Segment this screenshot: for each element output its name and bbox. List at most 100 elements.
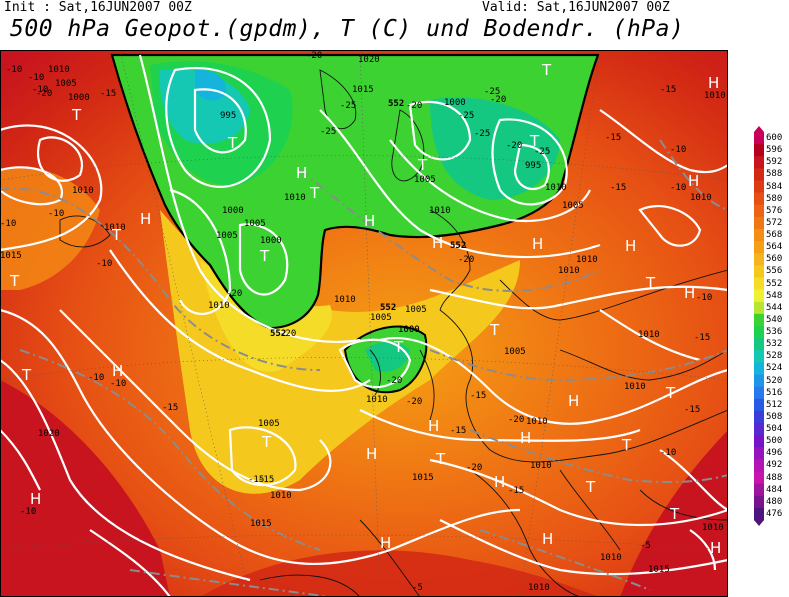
geopot-label: 552 xyxy=(388,99,404,109)
pressure-label: 1005 xyxy=(258,419,280,429)
pressure-label: 1000 xyxy=(444,98,466,108)
temp-label: -10 xyxy=(88,373,104,383)
colorbar-level-label: 484 xyxy=(766,484,783,495)
temp-label: -15 xyxy=(684,405,700,415)
teal-low-mid xyxy=(365,341,410,372)
pressure-label: 1000 xyxy=(398,325,420,335)
colorbar-level-label: 592 xyxy=(766,157,783,168)
high-pressure-marker: H xyxy=(710,539,721,557)
pressure-label: 1010 xyxy=(104,223,126,233)
pressure-label: 1000 xyxy=(260,236,282,246)
pressure-label: 1005 xyxy=(405,305,427,315)
colorbar-swatch xyxy=(754,301,764,315)
low-pressure-marker: T xyxy=(669,505,680,523)
pressure-label: 1020 xyxy=(38,429,60,439)
isotherms xyxy=(0,139,728,597)
colorbar-level-label: 532 xyxy=(766,339,783,350)
pressure-label: 1000 xyxy=(222,206,244,216)
colorbar-level-label: 496 xyxy=(766,448,783,459)
temp-label: -25 xyxy=(340,101,356,111)
colorbar-swatch xyxy=(754,253,764,266)
pressure-label: 1015 xyxy=(648,565,670,575)
high-pressure-marker: H xyxy=(30,490,41,508)
colorbar-level-label: 548 xyxy=(766,290,783,301)
temp-label: -20 xyxy=(280,329,296,339)
colorbar-level-label: 572 xyxy=(766,217,783,228)
temp-label: -20 xyxy=(490,95,506,105)
temp-label: -25 xyxy=(458,111,474,121)
low-pressure-marker: T xyxy=(21,366,32,384)
low-pressure-marker: T xyxy=(621,436,632,454)
temp-label: -5 xyxy=(640,541,651,551)
high-pressure-marker: H xyxy=(684,284,695,302)
temp-label: -20 xyxy=(458,255,474,265)
pressure-label: 1010 xyxy=(526,417,548,427)
pressure-label: 1005 xyxy=(562,201,584,211)
temp-label: -10 xyxy=(6,65,22,75)
low-pressure-marker: T xyxy=(645,274,656,292)
pressure-label: 1020 xyxy=(358,55,380,65)
colorbar-level-label: 556 xyxy=(766,266,783,277)
colorbar-swatch xyxy=(754,435,764,448)
colorbar-swatch xyxy=(754,374,764,388)
dark-red-s xyxy=(200,550,600,597)
temp-label: -20 xyxy=(36,89,52,99)
high-pressure-marker: H xyxy=(625,237,636,255)
colorbar-swatch xyxy=(754,216,764,230)
pressure-label: 1005 xyxy=(370,313,392,323)
low-pressure-marker: T xyxy=(665,384,676,402)
temp-label: -15 xyxy=(605,133,621,143)
colorbar-level-label: 544 xyxy=(766,302,783,313)
colorbar-level-label: 580 xyxy=(766,193,783,204)
high-pressure-marker: H xyxy=(532,235,543,253)
colorbar-level-label: 480 xyxy=(766,496,783,507)
high-pressure-marker: H xyxy=(708,74,719,92)
pressure-label: 1015 xyxy=(352,85,374,95)
colorbar-swatch xyxy=(754,350,764,363)
geopot-label: 552 xyxy=(450,241,466,251)
colorbar-swatch xyxy=(754,338,764,351)
low-pressure-marker: T xyxy=(489,321,500,339)
high-pressure-marker: H xyxy=(364,212,375,230)
colorbar-swatch xyxy=(754,507,764,521)
colorbar-level-label: 524 xyxy=(766,363,783,374)
temp-label: -10 xyxy=(670,145,686,155)
colorbar-swatch xyxy=(754,447,764,460)
temp-label: -10 xyxy=(96,259,112,269)
pressure-label: 1005 xyxy=(414,175,436,185)
colorbar-level-label: 564 xyxy=(766,242,783,253)
colorbar-swatch xyxy=(754,204,764,218)
low-pressure-marker: T xyxy=(393,338,404,356)
temp-label: -10 xyxy=(0,219,16,229)
colorbar-level-label: 476 xyxy=(766,508,783,519)
temp-label: -20 xyxy=(506,141,522,151)
low-pressure-marker: T xyxy=(71,106,82,124)
colorbar-level-label: 520 xyxy=(766,375,783,386)
temp-label: -10 xyxy=(110,379,126,389)
pressure-label: 1000 xyxy=(68,93,90,103)
high-pressure-marker: H xyxy=(112,362,123,380)
weather-map: 1010 1005 1000 995 1000 1005 1010 1015 1… xyxy=(0,50,728,597)
low-markers: T T T T T T T T T T T T T T T T T T T xyxy=(9,61,680,523)
low-pressure-marker: T xyxy=(9,272,20,290)
lat-lon-grid xyxy=(0,50,728,597)
colorbar-level-label: 596 xyxy=(766,145,783,156)
low-pressure-marker: T xyxy=(259,247,270,265)
pressure-label: 1010 xyxy=(429,206,451,216)
high-markers: H H H H H H H H H H H H H H H H H H H xyxy=(30,74,721,557)
colorbar-level-label: 576 xyxy=(766,205,783,216)
temperature-label-layer: -10 -10 -20 -15 -20 -20 -25 -25 -20 -25 … xyxy=(0,51,712,593)
colorbar-level-label: 500 xyxy=(766,436,783,447)
temp-label: -20 xyxy=(406,397,422,407)
init-time-label: Init : Sat,16JUN2007 00Z xyxy=(4,0,192,15)
cyan-core xyxy=(159,69,250,144)
temp-label: -15 xyxy=(508,486,524,496)
pressure-label: 1010 xyxy=(576,255,598,265)
pressure-label: 1000 xyxy=(398,325,420,335)
pressure-label: 1010 xyxy=(366,395,388,405)
high-pressure-marker: H xyxy=(542,530,553,548)
colorbar-level-label: 560 xyxy=(766,254,783,265)
high-pressure-marker: H xyxy=(494,473,505,491)
temp-label: -10 xyxy=(696,293,712,303)
colorbar-level-label: 516 xyxy=(766,387,783,398)
